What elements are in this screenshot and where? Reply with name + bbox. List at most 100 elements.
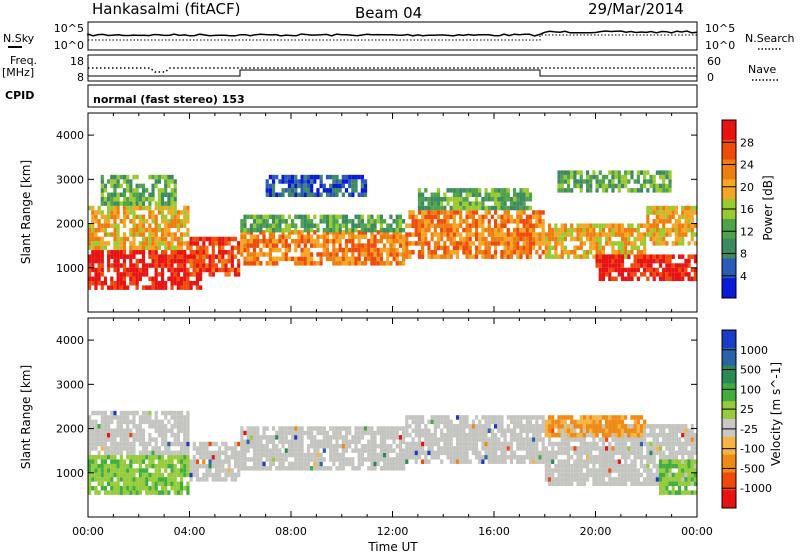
velocity-cell <box>249 430 253 436</box>
velocity-cell <box>129 477 133 482</box>
power-cell <box>440 196 444 202</box>
power-cell <box>252 252 257 257</box>
power-cell <box>110 214 114 220</box>
velocity-cell <box>294 461 298 467</box>
power-cell <box>557 188 561 193</box>
velocity-cell <box>218 472 222 478</box>
power-cell <box>455 227 460 233</box>
power-cell <box>154 236 158 242</box>
power-cell <box>195 267 200 273</box>
power-cell <box>132 245 136 251</box>
power-cell <box>617 174 621 180</box>
power-cell <box>113 227 117 233</box>
power-cell <box>516 196 520 202</box>
power-cell <box>214 236 219 242</box>
velocity-cell <box>148 410 152 416</box>
power-cell <box>627 254 631 259</box>
power-cell <box>310 238 314 244</box>
velocity-cell <box>465 432 469 438</box>
power-cell <box>392 256 396 262</box>
velocity-cell <box>170 472 174 478</box>
power-cell <box>138 250 142 255</box>
velocity-cell <box>329 452 333 458</box>
velocity-cell <box>620 450 625 456</box>
velocity-cell <box>681 459 685 464</box>
power-cell <box>103 245 108 251</box>
velocity-cell <box>481 424 485 429</box>
velocity-cell <box>329 439 333 445</box>
velocity-cell <box>240 457 244 462</box>
power-cell <box>481 214 485 220</box>
velocity-cell <box>449 441 453 447</box>
velocity-cell <box>620 481 625 487</box>
power-cell <box>617 227 621 233</box>
velocity-cell <box>382 430 387 436</box>
power-cell <box>389 261 393 266</box>
power-cell <box>332 252 336 257</box>
velocity-cell <box>300 466 304 471</box>
velocity-cell <box>433 419 437 425</box>
velocity-cell <box>519 415 523 420</box>
velocity-cell <box>183 468 187 473</box>
power-cell <box>509 236 514 242</box>
velocity-cell <box>129 459 133 464</box>
power-cell <box>630 188 634 193</box>
velocity-cell <box>589 468 593 473</box>
power-cell <box>110 174 114 180</box>
velocity-cell <box>687 472 691 478</box>
power-cell <box>224 250 228 255</box>
velocity-cell <box>195 450 200 456</box>
power-cell <box>452 214 456 220</box>
velocity-cell <box>363 430 368 436</box>
power-cell <box>107 263 111 268</box>
power-cell <box>681 276 685 282</box>
power-cell <box>636 232 640 237</box>
velocity-cell <box>145 481 149 487</box>
velocity-cell <box>662 485 666 491</box>
velocity-cell <box>176 459 181 464</box>
velocity-cell <box>417 455 422 460</box>
power-cell <box>544 241 548 246</box>
power-cell <box>122 232 127 237</box>
velocity-cell <box>313 435 317 440</box>
power-cell <box>570 250 574 255</box>
power-cell <box>487 254 491 259</box>
power-cell <box>113 188 117 193</box>
velocity-cell <box>357 435 361 440</box>
power-cell <box>291 179 295 184</box>
velocity-cell <box>145 441 149 447</box>
velocity-cell <box>316 466 320 471</box>
power-cell <box>630 170 634 175</box>
power-cell <box>379 219 384 224</box>
velocity-cell <box>176 428 181 433</box>
power-cell <box>151 280 155 286</box>
velocity-cell <box>595 441 599 447</box>
velocity-cell <box>484 428 488 433</box>
velocity-cell <box>373 466 377 471</box>
velocity-cell <box>107 468 111 473</box>
power-cell <box>687 272 691 277</box>
power-cell <box>582 227 587 233</box>
power-cell <box>608 276 612 282</box>
velocity-cell <box>693 490 698 495</box>
power-cell <box>516 201 520 206</box>
velocity-cell <box>582 415 587 420</box>
velocity-cell <box>554 477 558 482</box>
power-cell <box>379 223 384 228</box>
power-cell <box>306 183 311 189</box>
velocity-cell <box>655 446 659 451</box>
velocity-cell <box>509 446 514 451</box>
velocity-cell <box>633 455 637 460</box>
velocity-cell <box>544 450 548 456</box>
velocity-cell <box>379 443 384 449</box>
power-cell <box>176 214 181 220</box>
velocity-cell <box>497 437 501 442</box>
velocity-cell <box>560 463 564 469</box>
power-cell <box>199 263 203 268</box>
power-cell <box>271 188 276 193</box>
power-cell <box>202 241 206 246</box>
velocity-cell <box>535 446 539 451</box>
velocity-cell <box>582 477 587 482</box>
power-cell <box>614 250 618 255</box>
